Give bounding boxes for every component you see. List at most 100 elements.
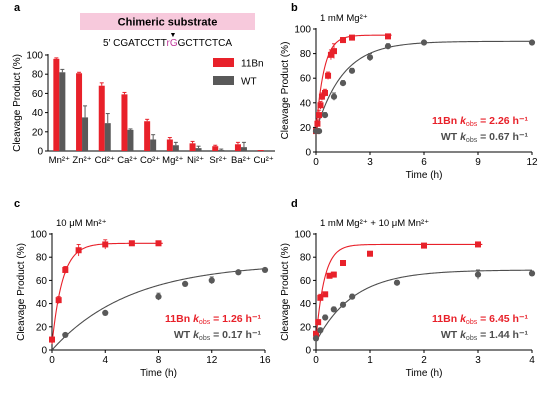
x-tick-label: 12 bbox=[206, 355, 218, 366]
data-point-wt bbox=[339, 80, 347, 87]
data-point-wt bbox=[330, 306, 337, 313]
data-point-wt bbox=[235, 269, 242, 276]
y-tick-label: 60 bbox=[300, 74, 312, 85]
x-axis-title: Time (h) bbox=[406, 170, 443, 181]
rate-value: = 1.44 h⁻¹ bbox=[477, 329, 528, 341]
x-axis-title: Time (h) bbox=[140, 368, 177, 379]
x-tick-label: 4 bbox=[102, 355, 108, 366]
bar-11bn bbox=[257, 150, 264, 151]
data-point-11bn bbox=[102, 241, 109, 248]
data-point-11bn bbox=[325, 72, 332, 79]
data-point-11bn bbox=[128, 240, 135, 247]
x-tick-label: Sr²⁺ bbox=[209, 155, 227, 166]
data-point-11bn bbox=[317, 102, 324, 109]
data-point-wt bbox=[384, 43, 392, 50]
legend-label: WT bbox=[241, 77, 257, 88]
x-tick-label: Cu²⁺ bbox=[253, 155, 273, 166]
condition-label: 10 μM Mn²⁺ bbox=[56, 218, 107, 229]
data-point-wt bbox=[155, 293, 162, 300]
y-tick-label: 20 bbox=[36, 322, 48, 333]
substrate-sequence: 5′ CGATCCTTrGGCTTCTCA bbox=[103, 38, 232, 49]
y-tick-label: 100 bbox=[294, 230, 311, 241]
y-tick-label: 0 bbox=[37, 147, 43, 158]
data-point-wt bbox=[322, 314, 329, 321]
rate-k-subscript: obs bbox=[466, 121, 478, 128]
rate-k-symbol: k bbox=[457, 313, 467, 325]
rate-k-symbol: k bbox=[457, 131, 467, 143]
data-point-wt bbox=[208, 277, 215, 284]
legend-swatch bbox=[213, 76, 234, 85]
bar-wt bbox=[82, 117, 89, 151]
data-point-11bn bbox=[155, 240, 162, 247]
data-point-11bn bbox=[55, 297, 62, 304]
data-point-wt bbox=[321, 112, 329, 119]
data-point-11bn bbox=[314, 120, 321, 127]
x-tick-label: Cd²⁺ bbox=[95, 155, 115, 166]
rate-value: = 2.26 h⁻¹ bbox=[477, 115, 528, 127]
data-point-11bn bbox=[349, 34, 355, 41]
y-tick-label: 40 bbox=[36, 299, 48, 310]
x-tick-label: 3 bbox=[367, 157, 373, 168]
panel-label: b bbox=[291, 2, 298, 14]
bar-wt bbox=[127, 129, 134, 151]
bar-wt bbox=[59, 72, 66, 151]
x-tick-label: 12 bbox=[526, 157, 538, 168]
data-point-wt bbox=[349, 293, 356, 300]
x-tick-label: Ca²⁺ bbox=[117, 155, 137, 166]
sequence-5prime: 5′ CGATCCTT bbox=[103, 38, 167, 49]
y-tick-label: 100 bbox=[26, 51, 43, 62]
data-point-wt bbox=[330, 93, 338, 100]
data-point-11bn bbox=[49, 336, 55, 343]
y-tick-label: 80 bbox=[32, 70, 44, 81]
x-tick-label: Zn²⁺ bbox=[72, 155, 91, 166]
x-tick-label: 0 bbox=[49, 355, 55, 366]
y-tick-label: 100 bbox=[294, 25, 311, 36]
data-point-wt bbox=[528, 39, 536, 46]
rate-value: = 0.17 h⁻¹ bbox=[210, 329, 261, 341]
data-point-11bn bbox=[317, 294, 324, 301]
y-axis-title: Cleavage Product (%) bbox=[280, 42, 291, 140]
data-point-wt bbox=[261, 266, 269, 274]
cleavage-site-icon: ▼ bbox=[170, 32, 177, 39]
rate-annotation: 11Bn kobs = 6.45 h⁻¹ bbox=[432, 313, 528, 326]
y-tick-label: 100 bbox=[30, 230, 47, 241]
x-tick-label: 9 bbox=[475, 157, 481, 168]
x-tick-label: Mg²⁺ bbox=[162, 155, 183, 166]
data-point-11bn bbox=[322, 89, 328, 96]
rate-annotation: 11Bn kobs = 2.26 h⁻¹ bbox=[432, 115, 528, 128]
sequence-3prime: GCTTCTCA bbox=[178, 38, 233, 49]
data-point-11bn bbox=[331, 48, 337, 55]
x-tick-label: Ba²⁺ bbox=[231, 155, 251, 166]
legend-label: 11Bn bbox=[241, 59, 264, 70]
bar-wt bbox=[195, 148, 202, 151]
data-point-11bn bbox=[322, 291, 329, 298]
bar-11bn bbox=[98, 85, 105, 151]
panel-label: c bbox=[14, 198, 20, 210]
y-tick-label: 0 bbox=[41, 346, 47, 357]
bar-11bn bbox=[166, 139, 173, 151]
panel-a: a Chimeric substrate 5′ CGATCCTTrGGCTTCTCA… bbox=[12, 2, 275, 166]
data-point-11bn bbox=[340, 260, 346, 266]
data-point-wt bbox=[315, 127, 323, 135]
y-tick-label: 0 bbox=[305, 346, 311, 357]
data-point-11bn bbox=[315, 319, 322, 326]
data-point-wt bbox=[62, 331, 69, 339]
panel-d: d1 mM Mg²⁺ + 10 μM Mn²⁺020406080100Cleav… bbox=[280, 198, 535, 379]
y-tick-label: 60 bbox=[32, 89, 44, 100]
bar-11bn bbox=[121, 94, 128, 151]
y-tick-label: 80 bbox=[300, 253, 312, 264]
rate-value: = 0.67 h⁻¹ bbox=[477, 131, 528, 143]
rate-series-label: 11Bn bbox=[165, 313, 190, 325]
data-point-wt bbox=[348, 67, 356, 74]
x-tick-label: 2 bbox=[421, 355, 427, 366]
data-point-11bn bbox=[313, 330, 319, 337]
bar-wt bbox=[172, 145, 179, 151]
data-point-wt bbox=[312, 335, 320, 342]
rate-k-symbol: k bbox=[457, 115, 467, 127]
panel-label: d bbox=[291, 198, 298, 210]
data-point-wt bbox=[420, 39, 428, 46]
x-tick-label: 0 bbox=[313, 157, 319, 168]
sequence-ribonucleotide: rG bbox=[166, 38, 177, 49]
